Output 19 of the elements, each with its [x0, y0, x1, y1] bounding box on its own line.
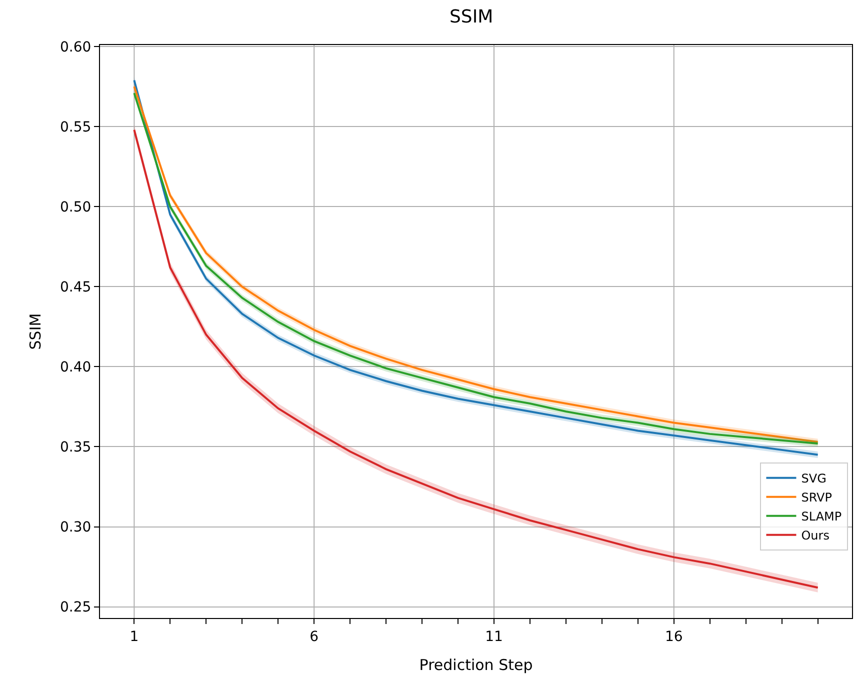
x-tick-label: 11 [485, 628, 503, 645]
y-axis-title: SSIM [26, 313, 44, 350]
y-tick-label: 0.45 [60, 280, 92, 296]
legend-label: Ours [801, 528, 830, 543]
y-tick-label: 0.60 [60, 40, 92, 56]
legend-label: SLAMP [801, 510, 842, 524]
y-tick-label: 0.30 [60, 520, 92, 536]
y-tick-label: 0.40 [60, 360, 92, 376]
legend-label: SRVP [801, 490, 832, 505]
x-axis-title: Prediction Step [419, 656, 533, 674]
y-tick-label: 0.35 [60, 440, 92, 456]
x-tick-label: 6 [310, 628, 319, 645]
legend-label: SVG [801, 472, 826, 486]
y-tick-label: 0.50 [60, 200, 92, 216]
x-tick-label: 1 [130, 628, 139, 645]
y-tick-label: 0.25 [60, 600, 92, 616]
y-tick-label: 0.55 [60, 120, 92, 136]
x-tick-label: 16 [664, 628, 683, 645]
chart-title: SSIM [450, 6, 494, 28]
